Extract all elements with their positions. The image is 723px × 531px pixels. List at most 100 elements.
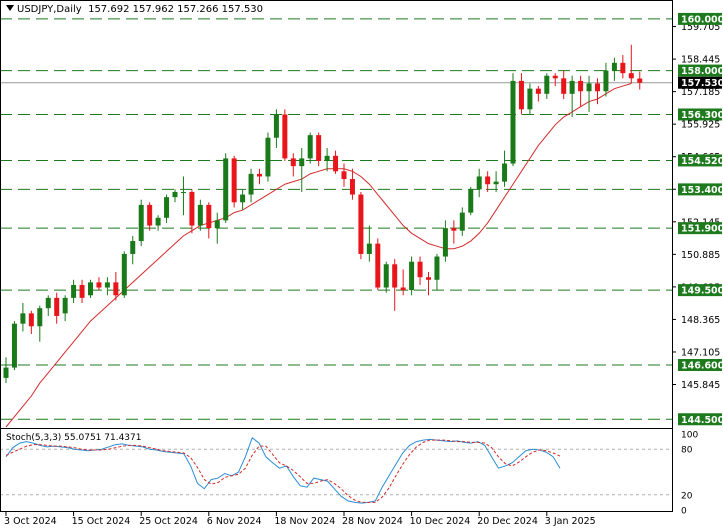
bull-candle — [434, 253, 440, 291]
bear-candle — [54, 292, 60, 324]
candle-body — [476, 176, 482, 190]
chart-header: USDJPY,Daily 157.692 157.962 157.266 157… — [6, 4, 263, 15]
candle-body — [155, 217, 161, 226]
time-tick-label: 28 Nov 2024 — [342, 516, 403, 527]
level-label-text: 156.300 — [681, 110, 723, 121]
candle-body — [231, 158, 237, 203]
bull-candle — [248, 168, 254, 203]
bull-candle — [138, 199, 144, 247]
stochastic-label: Stoch(5,3,3) 55.0751 71.4371 — [6, 433, 142, 443]
candle-body — [307, 135, 313, 159]
bear-candle — [231, 155, 237, 208]
candle-body — [527, 88, 533, 110]
stoch-signal-line — [5, 439, 561, 503]
candle-body — [257, 173, 262, 177]
bull-candle — [20, 303, 26, 332]
level-label-text: 146.600 — [681, 361, 723, 372]
bear-candle — [552, 73, 558, 87]
level-label-text: 151.900 — [681, 224, 723, 235]
moving-average-layer — [5, 83, 632, 428]
level-label-text: 154.520 — [681, 156, 723, 167]
candle-body — [299, 158, 305, 167]
bull-candle — [62, 295, 68, 322]
bear-candle — [96, 277, 102, 291]
chart-frame — [0, 0, 673, 512]
candle-body — [223, 158, 229, 221]
candle-body — [11, 323, 17, 368]
candle-body — [426, 277, 431, 280]
level-label: 160.000 — [678, 12, 723, 25]
level-label: 153.400 — [678, 183, 723, 196]
bull-candle — [299, 148, 305, 192]
candle-body — [282, 114, 288, 159]
candle-body — [434, 256, 440, 280]
bull-candle — [510, 73, 516, 167]
candle-body — [121, 253, 127, 296]
bull-candle — [197, 199, 203, 231]
bull-candle — [502, 150, 508, 187]
candle-body — [206, 204, 212, 229]
bull-candle — [104, 277, 110, 296]
candle-body — [138, 204, 144, 242]
candle-body — [341, 171, 347, 180]
time-tick-label: 15 Oct 2024 — [72, 516, 131, 527]
level-label-text: 144.500 — [681, 415, 723, 426]
time-tick-label: 18 Nov 2024 — [274, 516, 335, 527]
candle-body — [392, 264, 398, 288]
bear-candle — [518, 73, 524, 115]
bear-candle — [257, 168, 262, 185]
bull-candle — [155, 215, 161, 231]
dropdown-arrow-icon[interactable] — [6, 5, 14, 11]
candle-body — [54, 297, 60, 316]
bull-candle — [164, 194, 170, 223]
bull-candle — [180, 176, 186, 216]
candle-body — [569, 80, 575, 94]
stoch-scale-label: 0 — [681, 507, 687, 517]
candle-body — [485, 176, 491, 185]
candle-body — [88, 282, 93, 296]
candle-body — [595, 83, 600, 92]
candle-body — [316, 135, 322, 161]
candle-body — [333, 155, 339, 172]
bull-candle — [307, 132, 313, 164]
candle-body — [535, 88, 541, 94]
level-label-bg — [678, 284, 722, 297]
bull-candle — [223, 153, 229, 223]
bull-candle — [544, 73, 550, 99]
candle-body — [510, 80, 516, 164]
candle-body — [3, 367, 9, 378]
candle-body — [214, 220, 220, 229]
bull-candle — [476, 168, 482, 198]
bull-candle — [366, 225, 372, 262]
bear-candle — [417, 256, 423, 285]
candle-body — [273, 114, 279, 138]
candle-body — [358, 194, 364, 254]
candle-body — [37, 308, 43, 327]
bear-candle — [290, 153, 296, 177]
bear-candle — [349, 168, 355, 200]
candle-body — [400, 287, 406, 291]
candle-body — [265, 137, 271, 177]
bear-candle — [28, 310, 34, 335]
candle-body — [28, 313, 34, 327]
candle-body — [637, 78, 643, 83]
level-label-text: 160.000 — [681, 14, 723, 25]
bull-candle — [527, 83, 533, 115]
candle-body — [164, 197, 170, 218]
time-tick-label: 25 Oct 2024 — [139, 516, 198, 527]
candle-body — [189, 191, 195, 226]
bull-candle — [240, 189, 246, 211]
price-tick-label: 155.925 — [681, 120, 720, 131]
bull-candle — [442, 220, 448, 262]
bull-candle — [130, 235, 136, 265]
price-tick-label: 159.705 — [681, 22, 720, 33]
bull-candle — [11, 321, 17, 371]
candlestick-series — [3, 44, 643, 384]
candle-body — [248, 173, 254, 195]
current-price-label: 157.530 — [681, 78, 723, 89]
stoch-main-line — [5, 436, 561, 504]
level-label: 154.520 — [678, 154, 723, 167]
level-label-bg — [678, 183, 722, 196]
bull-candle — [45, 295, 51, 316]
candle-body — [172, 191, 178, 198]
